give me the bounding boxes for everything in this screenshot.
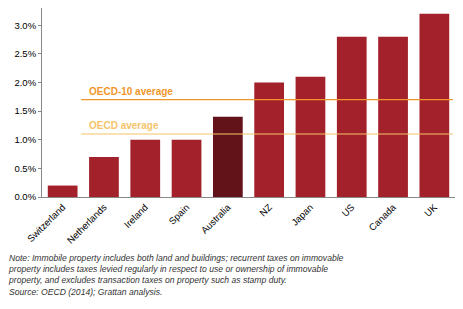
svg-text:Australia: Australia bbox=[199, 201, 233, 235]
svg-text:Switzerland: Switzerland bbox=[25, 202, 68, 245]
svg-text:1.5%: 1.5% bbox=[14, 105, 36, 116]
svg-text:2.0%: 2.0% bbox=[14, 77, 36, 88]
svg-text:0.5%: 0.5% bbox=[14, 163, 36, 174]
svg-text:Note: Immobile property includ: Note: Immobile property includes both la… bbox=[8, 253, 344, 297]
svg-text:0.0%: 0.0% bbox=[14, 191, 36, 202]
svg-text:3.0%: 3.0% bbox=[14, 20, 36, 31]
svg-text:2.5%: 2.5% bbox=[14, 48, 36, 59]
svg-text:Ireland: Ireland bbox=[122, 202, 150, 230]
svg-text:OECD-10 average: OECD-10 average bbox=[89, 86, 173, 97]
svg-text:Canada: Canada bbox=[367, 201, 399, 233]
svg-text:UK: UK bbox=[422, 201, 440, 219]
svg-text:1.0%: 1.0% bbox=[14, 134, 36, 145]
svg-text:Japan: Japan bbox=[289, 202, 315, 228]
svg-text:Netherlands: Netherlands bbox=[65, 201, 109, 245]
svg-text:NZ: NZ bbox=[257, 202, 274, 219]
svg-text:Spain: Spain bbox=[166, 202, 191, 227]
svg-text:OECD average: OECD average bbox=[89, 120, 159, 131]
svg-text:US: US bbox=[339, 202, 356, 219]
